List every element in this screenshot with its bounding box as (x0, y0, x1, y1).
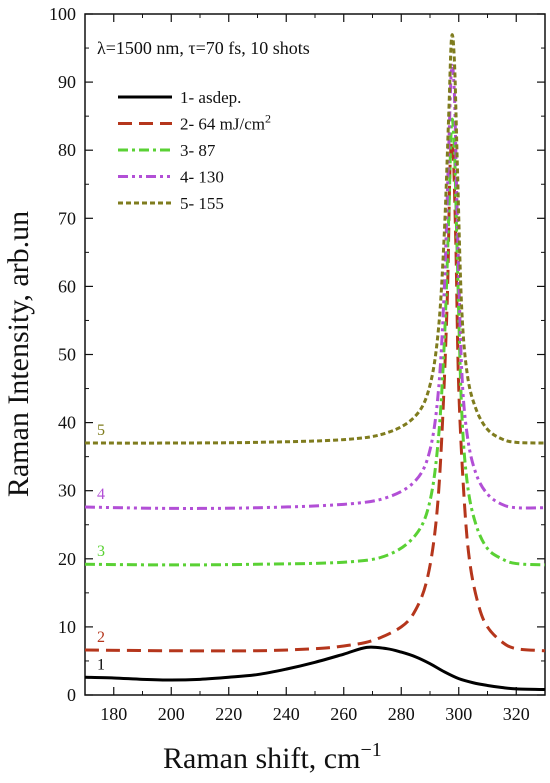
x-tick-label: 280 (388, 704, 415, 724)
y-tick-label: 100 (49, 4, 76, 24)
x-axis-label: Raman shift, cm−1 (163, 739, 382, 775)
legend-label-text: 4- 130 (180, 168, 224, 187)
y-tick-label: 40 (58, 413, 76, 433)
series-curves (84, 33, 546, 692)
curve-labels: 1 2 3 4 5 (97, 422, 105, 673)
y-tick-label: 10 (58, 617, 76, 637)
legend-label-sup: 2 (265, 112, 271, 126)
y-tick-label: 20 (58, 549, 76, 569)
x-axis-label-main: Raman shift, cm (163, 742, 360, 775)
x-tick-label: 260 (330, 704, 357, 724)
axis-ticks: 180 200 220 240 260 280 300 320 0 10 20 30 40 50 60 70 8… (49, 4, 546, 724)
x-tick-label: 180 (100, 704, 127, 724)
curve-number-label: 2 (97, 629, 105, 646)
legend-label-text: 3- 87 (180, 141, 216, 160)
x-tick-label: 240 (273, 704, 300, 724)
x-axis-label-sup: −1 (360, 739, 381, 761)
legend-label-4: 4- 130 (180, 168, 224, 187)
x-tick-label: 300 (445, 704, 472, 724)
series-line-3 (84, 117, 546, 567)
curve-number-label: 4 (97, 486, 105, 503)
series-line-2 (84, 140, 546, 653)
legend-label-text: 1- asdep. (180, 88, 241, 107)
y-tick-label: 0 (67, 685, 76, 705)
series-line-1 (84, 645, 546, 692)
legend-label-text: 5- 155 (180, 194, 224, 213)
y-tick-label: 30 (58, 481, 76, 501)
series-line-5 (84, 33, 546, 445)
y-tick-label: 80 (58, 140, 76, 160)
y-tick-label: 70 (58, 208, 76, 228)
curve-number-label: 1 (97, 656, 105, 673)
x-tick-label: 320 (503, 704, 530, 724)
y-tick-label: 90 (58, 72, 76, 92)
legend-label-3: 3- 87 (180, 141, 216, 160)
curve-number-label: 5 (97, 422, 105, 439)
y-tick-label: 50 (58, 345, 76, 365)
legend-label-1: 1- asdep. (180, 88, 241, 107)
curve-number-label: 3 (97, 543, 105, 560)
y-axis-label: Raman Intensity, arb.un (2, 211, 35, 497)
legend: 1- asdep. 2- 64 mJ/cm2 3- 87 4- 130 5- 155 (118, 88, 271, 213)
legend-label-2: 2- 64 mJ/cm2 (180, 112, 271, 134)
chart-annotation: λ=1500 nm, τ=70 fs, 10 shots (97, 38, 310, 58)
legend-label-text: 2- 64 mJ/cm (180, 115, 265, 134)
x-tick-label: 220 (215, 704, 242, 724)
y-tick-label: 60 (58, 276, 76, 296)
legend-label-5: 5- 155 (180, 194, 224, 213)
x-tick-label: 200 (158, 704, 185, 724)
